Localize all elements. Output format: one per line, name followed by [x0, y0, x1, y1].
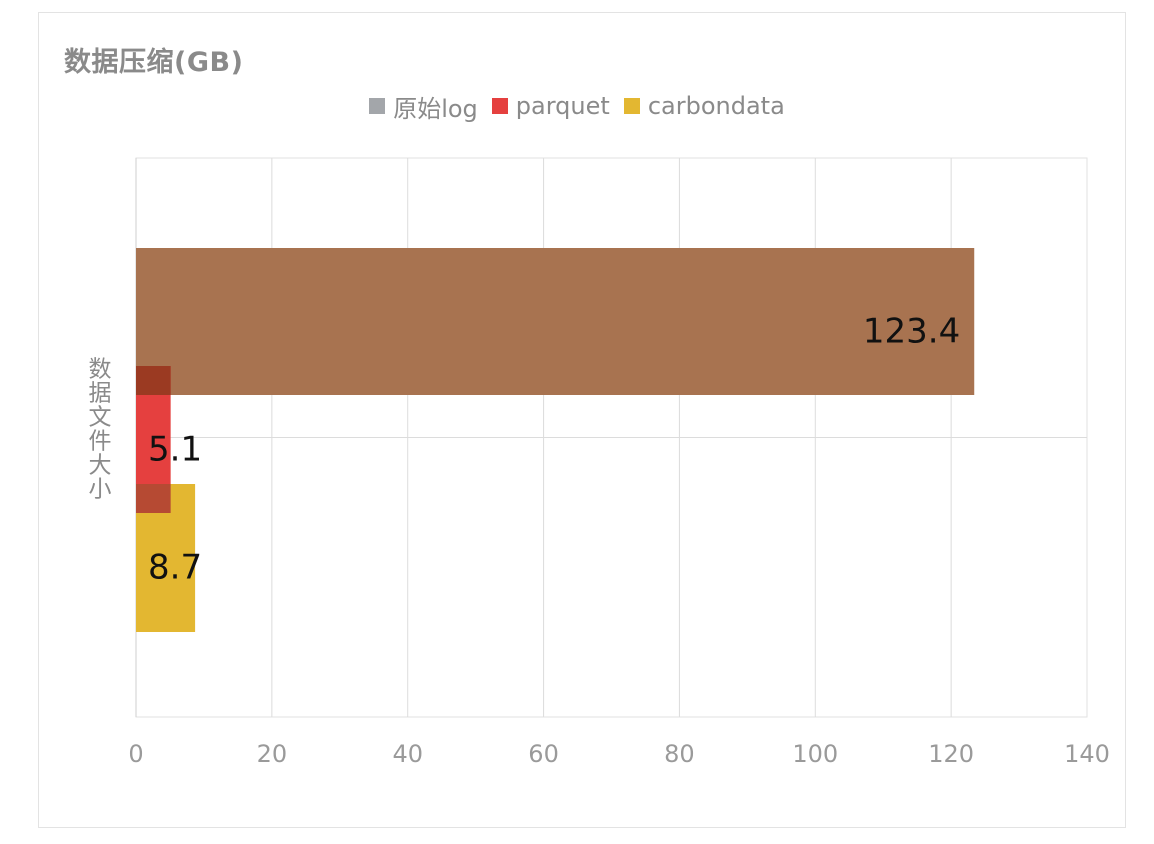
y-axis-label-char: 数 — [89, 357, 112, 383]
x-tick-label-100: 100 — [792, 740, 838, 768]
x-tick-label-0: 0 — [128, 740, 143, 768]
legend-label-carbondata: carbondata — [647, 92, 785, 120]
legend-label-parquet: parquet — [515, 92, 610, 120]
y-axis-label-char: 大 — [89, 453, 112, 479]
x-tick-label-140: 140 — [1064, 740, 1110, 768]
y-axis-label-char: 文 — [89, 405, 112, 431]
chart-card — [38, 12, 1126, 828]
bar-overlap-carbon-parquet — [136, 484, 171, 513]
legend-swatch-parquet — [491, 98, 508, 114]
y-axis-label-char: 件 — [89, 429, 112, 455]
legend-label-raw-log: 原始log — [393, 94, 478, 123]
legend-item-raw-log[interactable]: 原始log — [369, 89, 478, 124]
bar-raw-log — [136, 248, 975, 395]
legend-item-carbondata[interactable]: carbondata — [623, 92, 785, 120]
data-label-raw-log: 123.4 — [863, 312, 960, 352]
x-tick-label-40: 40 — [392, 740, 423, 768]
x-tick-label-20: 20 — [257, 740, 288, 768]
chart-title: 数据压缩(GB) — [64, 47, 244, 78]
legend-swatch-raw-log — [369, 98, 386, 114]
x-tick-label-120: 120 — [928, 740, 974, 768]
y-axis-label-char: 据 — [89, 381, 112, 407]
x-tick-label-60: 60 — [528, 740, 559, 768]
chart-legend: 原始log parquet carbondata — [0, 88, 1154, 124]
data-label-carbondata: 8.7 — [148, 548, 202, 588]
x-tick-label-80: 80 — [664, 740, 695, 768]
data-label-parquet: 5.1 — [148, 430, 202, 470]
y-axis-label-char: 小 — [89, 477, 112, 503]
bar-overlap-parquet-raw — [136, 366, 171, 395]
legend-swatch-carbondata — [623, 98, 640, 114]
legend-item-parquet[interactable]: parquet — [491, 92, 610, 120]
